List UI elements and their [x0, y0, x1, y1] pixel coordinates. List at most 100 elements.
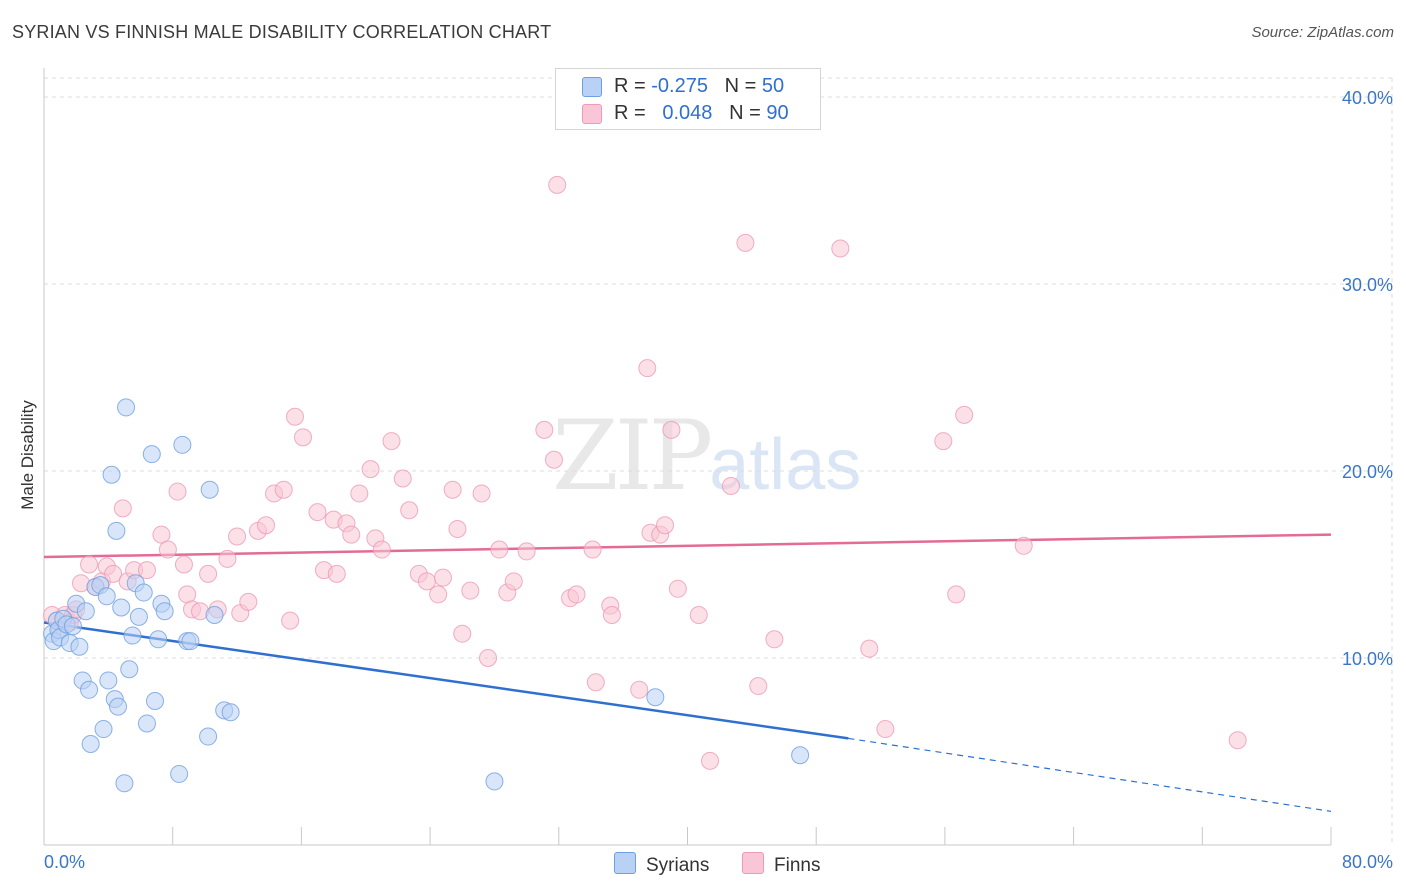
syrians-point: [97, 587, 116, 606]
finns-point: [472, 484, 491, 503]
syrians-point: [123, 626, 142, 645]
syrians-r-value: -0.275: [651, 75, 708, 97]
finns-point: [831, 239, 850, 258]
finns-point: [372, 540, 391, 559]
watermark-zip: ZIP: [552, 400, 713, 512]
bottom-legend-finns: Finns: [742, 852, 820, 877]
finns-point: [327, 564, 346, 583]
finns-point: [239, 592, 258, 611]
finns-point: [586, 673, 605, 692]
finns-point: [955, 405, 974, 424]
finns-point: [199, 564, 218, 583]
finns-point: [490, 540, 509, 559]
syrians-point: [115, 774, 134, 793]
y-tick-label: 30.0%: [1342, 275, 1393, 295]
syrians-point: [137, 714, 156, 733]
finns-point: [342, 525, 361, 544]
syrians-point: [117, 398, 136, 417]
syrians-point: [109, 697, 128, 716]
finns-point: [602, 605, 621, 624]
finns-point: [504, 572, 523, 591]
finns-point: [218, 549, 237, 568]
finns-point: [630, 680, 649, 699]
syrians-point: [485, 772, 504, 791]
finns-point: [281, 611, 300, 630]
chart-title: SYRIAN VS FINNISH MALE DISABILITY CORREL…: [12, 22, 552, 42]
finns-point: [113, 499, 132, 518]
finns-point: [548, 175, 567, 194]
syrians-trend-extension: [848, 737, 1332, 812]
finns-point: [453, 624, 472, 643]
finns-point: [178, 585, 197, 604]
correlation-legend: R = -0.275 N = 50 R = 0.048 N = 90: [555, 68, 821, 130]
finns-point: [257, 516, 276, 535]
finns-point: [350, 484, 369, 503]
finns-point: [168, 482, 187, 501]
syrians-point: [200, 480, 219, 499]
syrians-point: [63, 617, 82, 636]
syrians-swatch: [582, 77, 602, 97]
finns-point: [285, 407, 304, 426]
syrians-point: [94, 720, 113, 739]
finns-point: [1228, 731, 1247, 750]
finns-point: [567, 585, 586, 604]
finns-point: [137, 561, 156, 580]
syrians-point: [181, 632, 200, 651]
finns-point: [535, 420, 554, 439]
syrians-point: [99, 671, 118, 690]
finns-point: [583, 540, 602, 559]
finns-point: [749, 677, 768, 696]
finns-point: [152, 525, 171, 544]
finns-point: [158, 540, 177, 559]
syrians-point: [80, 680, 99, 699]
finns-point: [274, 480, 293, 499]
syrians-point: [170, 764, 189, 783]
finns-point: [860, 639, 879, 658]
finns-point: [655, 516, 674, 535]
finns-point: [947, 585, 966, 604]
syrians-point: [173, 435, 192, 454]
finns-point: [382, 432, 401, 451]
r-label: R =: [614, 102, 646, 124]
syrians-point: [149, 630, 168, 649]
finns-point: [80, 555, 99, 574]
syrians-point: [221, 703, 240, 722]
finns-point: [689, 605, 708, 624]
syrians-point: [791, 746, 810, 765]
finns-point: [544, 450, 563, 469]
y-tick-label: 10.0%: [1342, 649, 1393, 669]
x-tick-max: 80.0%: [1341, 852, 1393, 872]
syrians-point: [112, 598, 131, 617]
finns-point: [479, 649, 498, 667]
syrians-point: [102, 465, 121, 484]
syrians-point: [646, 688, 665, 707]
syrians-point: [142, 445, 161, 464]
finns-point: [448, 519, 467, 538]
y-tick-label: 40.0%: [1342, 88, 1393, 108]
syrians-point: [155, 602, 174, 621]
axes: [43, 68, 1332, 846]
finns-point: [228, 527, 247, 546]
finns-trend-line: [43, 533, 1332, 559]
syrians-point: [146, 692, 165, 711]
trend-lines: [43, 533, 1332, 812]
finns-point: [638, 359, 657, 378]
syrians-swatch: [614, 852, 636, 874]
syrians-n-value: 50: [761, 75, 785, 97]
finns-point: [662, 420, 681, 439]
finns-point: [1014, 536, 1033, 555]
finns-point: [934, 432, 953, 451]
finns-point: [104, 564, 123, 583]
finns-point: [461, 581, 480, 600]
finns-point: [517, 542, 536, 561]
finns-swatch: [742, 852, 764, 874]
n-label: N =: [729, 102, 761, 124]
y-tick-label: 20.0%: [1342, 462, 1393, 482]
finns-swatch: [582, 104, 602, 124]
finns-point: [393, 469, 412, 488]
source-label: Source: ZipAtlas.com: [1251, 24, 1394, 41]
finns-point: [721, 476, 740, 495]
n-label: N =: [724, 75, 757, 97]
finns-point: [876, 720, 895, 739]
